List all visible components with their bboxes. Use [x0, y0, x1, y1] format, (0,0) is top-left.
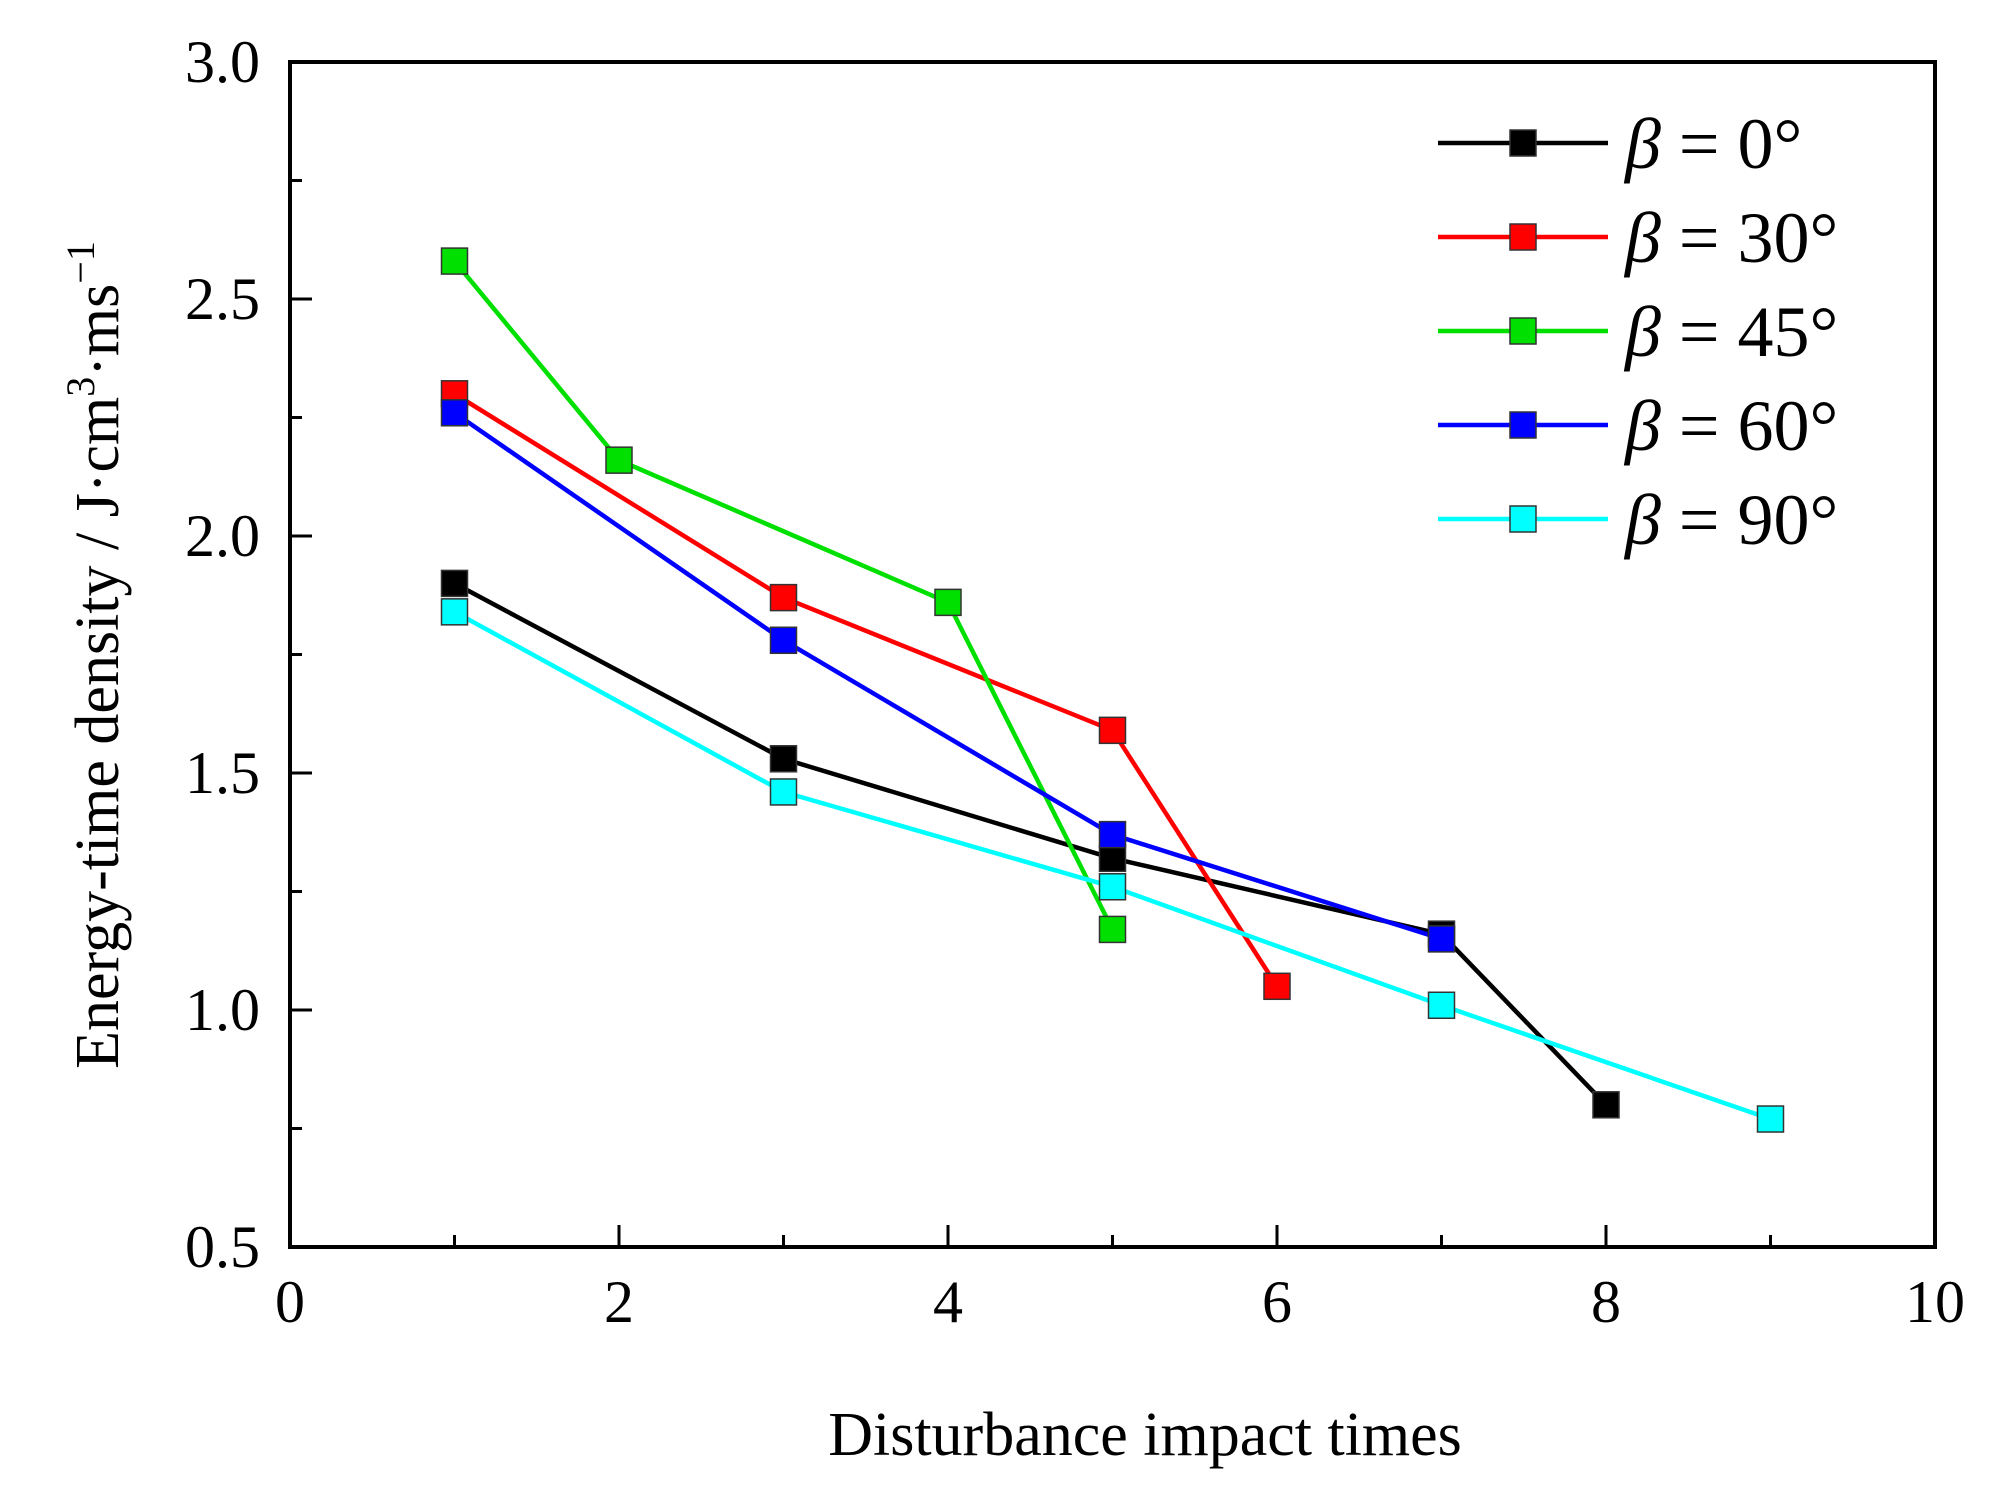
series-0-point-1: [769, 745, 798, 773]
y-axis-title-main: Energy-time density / J·cm: [64, 397, 132, 1069]
legend-label-value-1: = 30°: [1661, 198, 1838, 278]
series-4-point-2: [1098, 873, 1127, 901]
y-tick-label-2: 1.5: [185, 740, 260, 806]
y-tick-label-0: 0.5: [185, 1214, 260, 1280]
x-tick-label-1: 2: [604, 1269, 634, 1335]
series-2-point-1: [605, 446, 633, 474]
legend-label-0: β = 0°: [1623, 104, 1802, 184]
y-tick-label-1: 1.0: [185, 977, 260, 1043]
legend-label-greek-1: β: [1623, 198, 1661, 278]
series-3-point-1: [769, 626, 798, 655]
series-4-point-3: [1427, 991, 1456, 1020]
legend-marker-0: [1509, 129, 1537, 157]
y-axis-title-mid: ·ms: [64, 284, 132, 377]
series-line-3: [453, 410, 1443, 942]
series-3-point-0: [440, 399, 469, 427]
legend-label-1: β = 30°: [1623, 198, 1838, 278]
x-tick-label-5: 10: [1905, 1269, 1965, 1335]
axis-ticks: [288, 60, 1937, 1249]
series-line-1: [453, 391, 1279, 988]
y-axis-title-sup2: −1: [58, 241, 103, 284]
x-tick-label-4: 8: [1591, 1269, 1621, 1335]
series-0-point-4: [1592, 1091, 1620, 1119]
y-tick-label-5: 3.0: [185, 29, 260, 95]
legend-label-2: β = 45°: [1623, 292, 1838, 372]
legend-label-greek-0: β: [1623, 104, 1661, 184]
x-tick-label-2: 4: [933, 1269, 963, 1335]
x-tick-label-3: 6: [1262, 1269, 1292, 1335]
legend-marker-2: [1509, 317, 1537, 345]
series-1-point-1: [769, 583, 798, 612]
y-axis-title-sup1: 3: [58, 377, 103, 397]
legend-marker-3: [1509, 411, 1537, 439]
series-4-point-0: [440, 598, 469, 626]
y-tick-label-4: 2.5: [185, 266, 260, 332]
series-line-2: [452, 259, 1115, 931]
legend-label-value-0: = 0°: [1661, 104, 1802, 184]
legend-label-3: β = 60°: [1623, 386, 1838, 466]
legend-label-greek-3: β: [1623, 386, 1661, 466]
y-tick-label-3: 2.0: [185, 503, 260, 569]
x-tick-label-0: 0: [275, 1269, 305, 1335]
legend-label-4: β = 90°: [1623, 480, 1838, 560]
series-4-point-4: [1756, 1105, 1785, 1133]
axis-tick-labels: 0 2 4 6 8 10 0.5 1.0 1.5 2.0 2.5 3.0: [185, 29, 1965, 1335]
legend-label-value-4: = 90°: [1661, 480, 1838, 560]
legend-marker-4: [1509, 505, 1537, 533]
series-1-point-3: [1263, 972, 1291, 1001]
series-0-point-2: [1098, 844, 1127, 873]
y-axis-title: Energy-time density / J·cm3·ms−1: [58, 241, 132, 1069]
legend-marker-1: [1509, 223, 1537, 251]
series-1-point-2: [1098, 716, 1127, 745]
series-2-point-0: [440, 247, 469, 275]
legend-label-greek-4: β: [1623, 480, 1661, 560]
legend: β = 0°β = 30°β = 45°β = 60°β = 90°: [1438, 104, 1838, 560]
series-3-point-3: [1427, 925, 1456, 953]
x-axis-title: Disturbance impact times: [828, 1401, 1462, 1469]
series-line-0: [453, 581, 1608, 1107]
series-markers: [440, 247, 1785, 1133]
legend-label-value-3: = 60°: [1661, 386, 1838, 466]
series-0-point-0: [440, 569, 469, 598]
series-2-point-3: [1098, 915, 1127, 944]
series-lines: [452, 259, 1772, 1122]
series-4-point-1: [769, 778, 798, 806]
series-3-point-2: [1098, 820, 1127, 849]
legend-label-value-2: = 45°: [1661, 292, 1838, 372]
series-2-point-2: [934, 588, 962, 617]
legend-label-greek-2: β: [1623, 292, 1661, 372]
